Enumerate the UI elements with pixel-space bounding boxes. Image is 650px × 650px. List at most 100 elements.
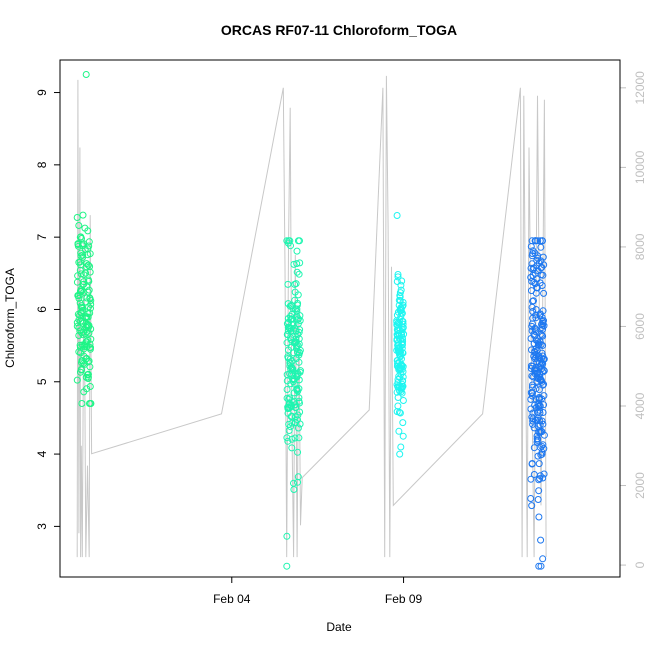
data-point <box>540 392 548 400</box>
data-point <box>399 419 407 427</box>
data-point <box>537 243 545 251</box>
data-point <box>533 435 541 443</box>
data-point <box>527 475 535 483</box>
data-point <box>77 249 85 257</box>
y-tick-label: 7 <box>35 233 49 240</box>
data-point <box>80 345 88 353</box>
data-point <box>284 327 292 335</box>
data-point <box>283 386 291 393</box>
x-tick-label: Feb 09 <box>385 592 423 606</box>
y-tick-label: 3 <box>35 523 49 530</box>
data-point <box>527 243 535 250</box>
series-rf08 <box>283 237 304 570</box>
data-point <box>295 315 302 323</box>
data-point <box>77 365 85 373</box>
data-point <box>535 460 543 468</box>
data-point <box>77 270 85 278</box>
data-point <box>289 378 297 386</box>
data-point <box>530 297 537 305</box>
data-point <box>86 345 94 353</box>
data-point <box>395 296 403 304</box>
data-point <box>284 315 292 322</box>
data-point <box>528 383 536 391</box>
data-point <box>393 212 401 219</box>
data-point <box>396 289 404 297</box>
data-point <box>528 460 536 467</box>
data-point <box>528 392 536 400</box>
data-point <box>291 434 299 442</box>
data-point <box>532 351 540 359</box>
data-point <box>288 343 295 351</box>
data-point <box>294 341 302 349</box>
data-point <box>83 338 91 346</box>
data-point <box>540 317 547 325</box>
data-point <box>86 383 94 390</box>
data-point <box>399 320 407 328</box>
data-point <box>76 299 84 307</box>
data-point <box>292 327 300 335</box>
data-point <box>78 400 86 407</box>
data-point <box>540 470 548 478</box>
data-point <box>530 264 538 272</box>
data-point <box>286 394 294 402</box>
data-point <box>528 287 535 295</box>
data-point <box>77 233 85 241</box>
data-point <box>283 532 291 540</box>
data-point <box>394 271 402 278</box>
data-point <box>527 395 535 403</box>
data-point <box>538 377 545 384</box>
data-point <box>75 324 83 332</box>
data-point <box>539 381 547 389</box>
data-point <box>73 376 81 384</box>
data-point <box>288 310 296 318</box>
y-tick-label: 9 <box>35 89 49 96</box>
data-point <box>535 487 543 495</box>
chart-title: ORCAS RF07-11 Chloroform_TOGA <box>221 22 457 38</box>
data-point <box>527 365 535 372</box>
data-point <box>538 320 545 328</box>
data-point <box>75 316 83 324</box>
data-point <box>290 260 298 268</box>
data-point <box>527 264 535 272</box>
data-point <box>292 335 300 343</box>
data-point <box>534 496 542 503</box>
data-point <box>290 486 298 493</box>
altitude-series <box>76 75 547 558</box>
data-point <box>529 409 537 417</box>
data-point <box>295 434 303 442</box>
data-point <box>394 402 402 410</box>
y2-tick-label: 8000 <box>633 233 647 260</box>
data-point <box>540 380 548 388</box>
data-point <box>533 438 541 446</box>
series-rf10-11 <box>527 237 548 570</box>
data-point <box>394 273 402 281</box>
data-point <box>287 363 295 371</box>
data-point <box>76 343 84 351</box>
data-point <box>539 368 547 376</box>
data-point <box>534 252 542 260</box>
data-point <box>292 419 299 427</box>
data-point <box>77 368 84 376</box>
data-point <box>394 394 402 401</box>
data-point <box>74 272 82 280</box>
data-point <box>527 273 535 281</box>
data-point <box>527 362 535 370</box>
data-point <box>393 331 401 339</box>
data-point <box>539 409 547 416</box>
data-point <box>75 332 83 339</box>
data-point <box>398 331 405 339</box>
plot-frame <box>59 59 621 578</box>
data-point <box>533 284 541 292</box>
data-point <box>394 378 402 386</box>
data-point <box>534 400 542 407</box>
data-point <box>539 237 546 245</box>
data-point <box>294 424 302 432</box>
data-point <box>84 320 92 328</box>
data-point <box>283 331 291 338</box>
data-point <box>296 368 304 376</box>
data-point <box>78 240 86 248</box>
data-point <box>84 261 92 269</box>
y2-tick-label: 10000 <box>633 150 647 184</box>
data-point <box>81 224 89 232</box>
data-point <box>296 312 304 320</box>
